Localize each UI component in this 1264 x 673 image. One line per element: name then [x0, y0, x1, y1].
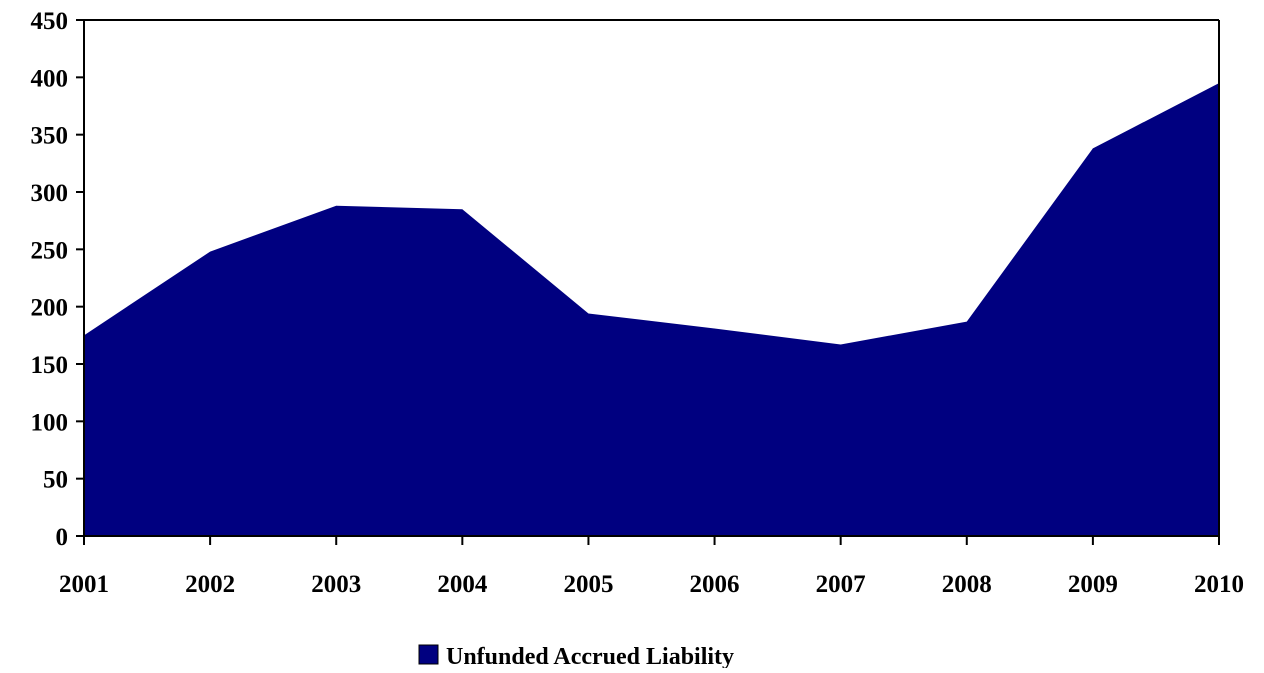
x-tick-label: 2007: [816, 571, 866, 598]
legend-swatch: [419, 645, 438, 664]
area-series-unfunded-accrued-liability: [84, 83, 1219, 536]
x-tick-label: 2009: [1068, 571, 1118, 598]
y-tick-label: 250: [31, 237, 69, 264]
y-tick-label: 100: [31, 409, 69, 436]
x-tick-label: 2004: [437, 571, 488, 598]
x-tick-label: 2001: [59, 571, 109, 598]
x-tick-label: 2003: [311, 571, 361, 598]
y-tick-label: 450: [31, 8, 69, 35]
y-tick-label: 50: [43, 467, 68, 494]
x-tick-label: 2008: [942, 571, 992, 598]
y-tick-label: 200: [31, 295, 69, 322]
y-tick-label: 400: [31, 65, 69, 92]
legend-label: Unfunded Accrued Liability: [446, 644, 734, 668]
x-tick-label: 2006: [690, 571, 740, 598]
y-tick-label: 300: [31, 180, 69, 207]
x-tick-label: 2002: [185, 571, 235, 598]
y-tick-label: 350: [31, 123, 69, 150]
y-tick-label: 0: [56, 524, 69, 551]
y-tick-label: 150: [31, 352, 69, 379]
x-tick-label: 2010: [1194, 571, 1244, 598]
x-tick-label: 2005: [563, 571, 613, 598]
